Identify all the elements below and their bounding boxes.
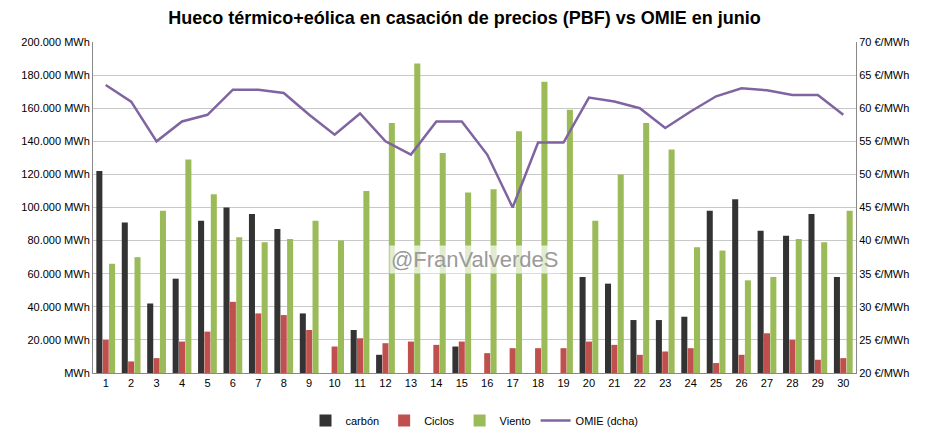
svg-text:9: 9	[306, 377, 312, 389]
svg-text:29: 29	[812, 377, 824, 389]
svg-text:Ciclos: Ciclos	[424, 415, 454, 427]
svg-text:30 €/MWh: 30 €/MWh	[859, 301, 909, 313]
svg-text:60.000 MWh: 60.000 MWh	[27, 268, 89, 280]
svg-text:3: 3	[154, 377, 160, 389]
svg-text:25: 25	[710, 377, 722, 389]
svg-text:19: 19	[557, 377, 569, 389]
svg-text:140.000 MWh: 140.000 MWh	[21, 135, 89, 147]
svg-text:120.000 MWh: 120.000 MWh	[21, 168, 89, 180]
svg-text:24: 24	[685, 377, 697, 389]
svg-text:5: 5	[204, 377, 210, 389]
svg-text:100.000 MWh: 100.000 MWh	[21, 201, 89, 213]
svg-text:1: 1	[103, 377, 109, 389]
svg-text:25 €/MWh: 25 €/MWh	[859, 334, 909, 346]
svg-text:21: 21	[608, 377, 620, 389]
svg-text:16: 16	[481, 377, 493, 389]
svg-text:OMIE (dcha): OMIE (dcha)	[576, 415, 638, 427]
svg-text:180.000 MWh: 180.000 MWh	[21, 69, 89, 81]
svg-text:20: 20	[583, 377, 595, 389]
svg-text:28: 28	[786, 377, 798, 389]
svg-text:160.000 MWh: 160.000 MWh	[21, 102, 89, 114]
svg-text:26: 26	[735, 377, 747, 389]
svg-text:22: 22	[634, 377, 646, 389]
svg-text:40.000 MWh: 40.000 MWh	[27, 301, 89, 313]
svg-text:27: 27	[761, 377, 773, 389]
svg-text:carbón: carbón	[346, 415, 380, 427]
svg-text:18: 18	[532, 377, 544, 389]
svg-text:13: 13	[405, 377, 417, 389]
svg-text:14: 14	[430, 377, 442, 389]
svg-text:23: 23	[659, 377, 671, 389]
svg-text:45 €/MWh: 45 €/MWh	[859, 201, 909, 213]
svg-text:8: 8	[281, 377, 287, 389]
svg-text:20 €/MWh: 20 €/MWh	[859, 367, 909, 379]
svg-text:Hueco térmico+eólica en casaci: Hueco térmico+eólica en casación de prec…	[168, 8, 761, 28]
svg-text:70 €/MWh: 70 €/MWh	[859, 36, 909, 48]
svg-text:MWh: MWh	[64, 367, 90, 379]
svg-text:50 €/MWh: 50 €/MWh	[859, 168, 909, 180]
svg-text:17: 17	[507, 377, 519, 389]
svg-text:6: 6	[230, 377, 236, 389]
svg-text:200.000 MWh: 200.000 MWh	[21, 36, 89, 48]
svg-text:@FranValverdeS: @FranValverdeS	[391, 247, 558, 272]
svg-text:10: 10	[328, 377, 340, 389]
svg-text:40 €/MWh: 40 €/MWh	[859, 234, 909, 246]
svg-text:80.000 MWh: 80.000 MWh	[27, 234, 89, 246]
svg-text:30: 30	[837, 377, 849, 389]
svg-text:35 €/MWh: 35 €/MWh	[859, 268, 909, 280]
svg-text:20.000 MWh: 20.000 MWh	[27, 334, 89, 346]
svg-text:12: 12	[379, 377, 391, 389]
svg-text:4: 4	[179, 377, 185, 389]
svg-text:60 €/MWh: 60 €/MWh	[859, 102, 909, 114]
svg-text:55 €/MWh: 55 €/MWh	[859, 135, 909, 147]
svg-text:Viento: Viento	[500, 415, 531, 427]
svg-text:11: 11	[354, 377, 365, 389]
svg-text:65 €/MWh: 65 €/MWh	[859, 69, 909, 81]
svg-text:15: 15	[456, 377, 468, 389]
svg-text:7: 7	[255, 377, 261, 389]
svg-text:2: 2	[128, 377, 134, 389]
